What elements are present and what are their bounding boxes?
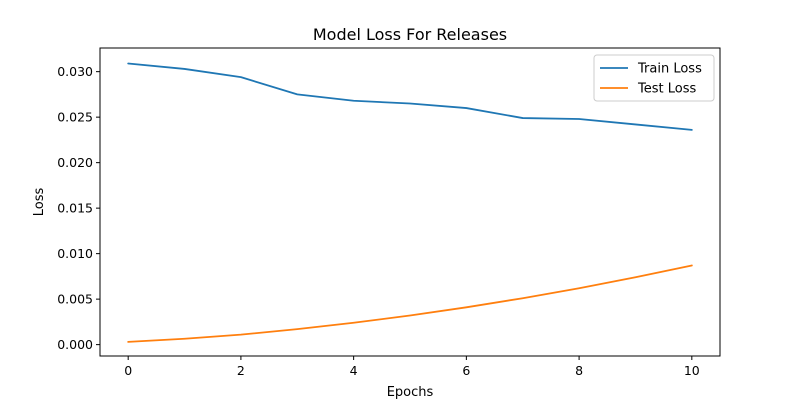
x-axis: 0 2 4 6 8 10 — [124, 356, 700, 378]
series-line-train-loss — [127, 62, 693, 131]
x-tick-label: 0 — [124, 363, 132, 378]
y-tick-label: 0.010 — [57, 246, 93, 261]
legend-label: Test Loss — [637, 82, 696, 97]
x-axis-label: Epochs — [387, 385, 434, 400]
y-axis: 0.000 0.005 0.010 0.015 0.020 0.025 0.030 — [57, 64, 100, 352]
legend-label: Train Loss — [637, 62, 702, 77]
series-lines — [127, 62, 693, 343]
chart-title: Model Loss For Releases — [313, 25, 507, 44]
legend: Train Loss Test Loss — [593, 54, 715, 102]
y-tick-label: 0.020 — [57, 155, 93, 170]
x-tick-label: 8 — [575, 363, 583, 378]
y-tick-label: 0.005 — [57, 292, 93, 307]
series-line-test-loss — [127, 264, 693, 343]
x-tick-label: 6 — [462, 363, 470, 378]
y-axis-label: Loss — [32, 188, 47, 217]
y-tick-label: 0.000 — [57, 337, 93, 352]
legend-box — [593, 54, 715, 102]
x-tick-label: 2 — [237, 363, 245, 378]
x-tick-label: 10 — [684, 363, 700, 378]
y-tick-label: 0.030 — [57, 64, 93, 79]
y-tick-label: 0.015 — [57, 201, 93, 216]
x-tick-label: 4 — [350, 363, 358, 378]
y-tick-label: 0.025 — [57, 110, 93, 125]
